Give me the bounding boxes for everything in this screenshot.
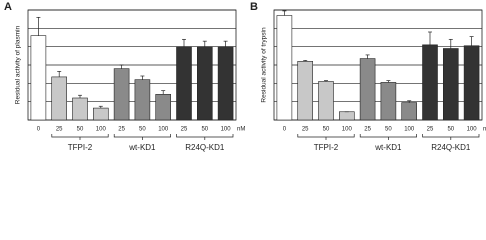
x-tick-label: 25 [56, 127, 63, 133]
x-tick-label: 100 [404, 127, 415, 133]
x-tick-label: 100 [467, 127, 478, 133]
group-label: R24Q-KD1 [431, 143, 471, 152]
group-label: wt-KD1 [128, 143, 156, 152]
bar [463, 45, 480, 121]
bar [422, 44, 438, 121]
x-tick-label: 25 [181, 127, 188, 133]
x-tick-label: 0 [283, 127, 287, 133]
bar [93, 107, 109, 121]
x-tick-label: 25 [427, 127, 434, 133]
group-bracket [359, 134, 417, 140]
group-bracket [51, 134, 109, 140]
group-bracket [422, 134, 480, 140]
panel-label: B [250, 1, 258, 13]
x-tick-label: 25 [302, 127, 309, 133]
bar [401, 102, 417, 121]
x-tick-label: 0 [37, 127, 41, 133]
bar [276, 15, 293, 121]
bar [380, 82, 397, 121]
x-tick-label: 50 [385, 127, 392, 133]
group-label: TFPI-2 [68, 143, 93, 152]
group-label: TFPI-2 [314, 143, 339, 152]
bar [339, 111, 355, 121]
bar [217, 46, 234, 121]
unit-label: nM [237, 127, 245, 133]
y-axis-label: Residual activity of plasmin [15, 25, 22, 104]
x-tick-label: 50 [447, 127, 454, 133]
bar [197, 46, 213, 121]
x-tick-label: 50 [139, 127, 146, 133]
bar [134, 79, 151, 121]
x-tick-label: 25 [118, 127, 125, 133]
plot-frame [273, 9, 483, 121]
figure: A Residual activity of plasmin 0 25 50 100 25 5… [4, 1, 486, 152]
bar [155, 94, 171, 121]
x-tick-label: 50 [77, 127, 84, 133]
group-bracket [113, 134, 171, 140]
group-label: wt-KD1 [374, 143, 402, 152]
y-axis-label: Residual activity of trypsin [261, 27, 268, 103]
bar [30, 35, 47, 121]
bar [176, 46, 192, 121]
bar [318, 81, 334, 121]
bar [443, 48, 459, 121]
bar [297, 61, 313, 121]
bar [72, 97, 88, 121]
bar [51, 76, 67, 121]
panel-label: A [4, 1, 12, 13]
x-tick-label: 100 [96, 127, 107, 133]
unit-label: nM [483, 127, 486, 133]
x-tick-label: 100 [221, 127, 232, 133]
x-tick-label: 50 [323, 127, 330, 133]
group-bracket [297, 134, 355, 140]
x-tick-label: 50 [201, 127, 208, 133]
group-label: R24Q-KD1 [185, 143, 225, 152]
x-tick-label: 100 [158, 127, 169, 133]
x-tick-label: 100 [342, 127, 353, 133]
x-tick-label: 25 [364, 127, 371, 133]
plot-frame [27, 9, 237, 121]
bar [359, 58, 376, 121]
bar [113, 68, 130, 121]
group-bracket [176, 134, 234, 140]
